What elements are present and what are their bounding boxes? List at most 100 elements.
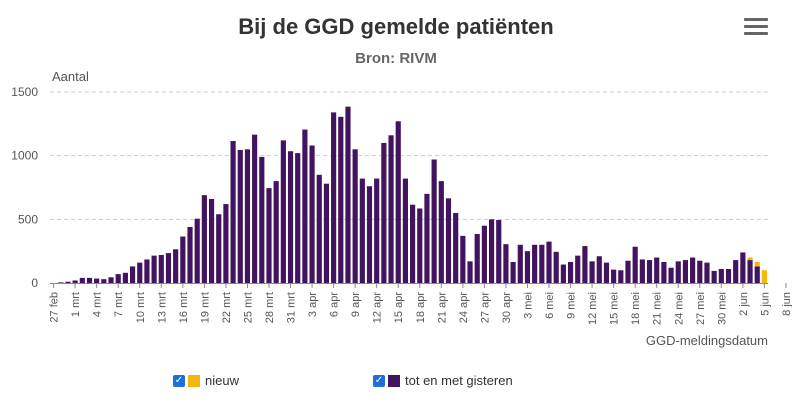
bar-tot-en-met-gisteren <box>86 277 93 283</box>
menu-line <box>744 18 768 21</box>
bar-tot-en-met-gisteren <box>754 266 760 283</box>
bar-tot-en-met-gisteren <box>496 219 502 283</box>
bar-tot-en-met-gisteren <box>79 277 85 283</box>
bar-tot-en-met-gisteren <box>510 261 516 283</box>
bar-tot-en-met-gisteren <box>582 246 588 283</box>
x-tick-label: 30 apr <box>501 292 513 324</box>
y-tick-label: 0 <box>31 276 38 290</box>
bar-nieuw <box>754 261 760 267</box>
x-tick-label: 18 apr <box>415 292 427 324</box>
hamburger-menu-icon[interactable] <box>744 18 768 38</box>
bar-tot-en-met-gisteren <box>395 121 401 283</box>
bar-tot-en-met-gisteren <box>359 178 365 283</box>
x-tick-label: 12 mei <box>587 292 599 325</box>
x-tick-label: 9 mei <box>566 292 578 319</box>
bar-tot-en-met-gisteren <box>417 208 423 283</box>
bar-tot-en-met-gisteren <box>115 274 121 283</box>
bar-tot-en-met-gisteren <box>101 279 107 283</box>
bar-tot-en-met-gisteren <box>668 267 674 283</box>
x-tick-label: 27 feb <box>49 292 61 323</box>
bar-tot-en-met-gisteren <box>165 253 172 283</box>
bar-tot-en-met-gisteren <box>180 236 186 283</box>
bar-tot-en-met-gisteren <box>216 214 222 283</box>
bar-tot-en-met-gisteren <box>575 255 581 283</box>
bar-tot-en-met-gisteren <box>122 272 128 283</box>
y-tick-label: 1500 <box>11 85 38 99</box>
bar-tot-en-met-gisteren <box>589 261 595 283</box>
x-tick-label: 27 mei <box>695 292 707 325</box>
x-tick-label: 5 jun <box>759 292 771 316</box>
bar-tot-en-met-gisteren <box>704 262 710 283</box>
bar-tot-en-met-gisteren <box>316 174 322 283</box>
bar-tot-en-met-gisteren <box>460 235 466 283</box>
bar-tot-en-met-gisteren <box>539 244 545 283</box>
bar-tot-en-met-gisteren <box>273 181 279 283</box>
bar-tot-en-met-gisteren <box>402 178 408 283</box>
bar-tot-en-met-gisteren <box>646 260 653 283</box>
bar-tot-en-met-gisteren <box>661 261 667 283</box>
x-tick-label: 1 mrt <box>70 292 82 317</box>
legend-item-nieuw[interactable]: ✓ nieuw <box>173 373 239 388</box>
bar-tot-en-met-gisteren <box>675 261 681 283</box>
bar-tot-en-met-gisteren <box>72 280 78 283</box>
bar-tot-en-met-gisteren <box>287 151 294 283</box>
bar-tot-en-met-gisteren <box>488 219 495 283</box>
bar-tot-en-met-gisteren <box>682 260 689 283</box>
bar-tot-en-met-gisteren <box>445 198 452 283</box>
bar-tot-en-met-gisteren <box>567 261 574 283</box>
x-tick-label: 3 mei <box>522 292 534 319</box>
x-tick-label: 19 mrt <box>199 292 211 323</box>
bar-tot-en-met-gisteren <box>223 204 229 283</box>
checkbox-checked-icon[interactable]: ✓ <box>373 374 385 387</box>
x-tick-label: 8 jun <box>781 292 792 316</box>
legend-swatch <box>188 374 200 387</box>
menu-line <box>744 32 768 35</box>
bar-tot-en-met-gisteren <box>740 252 746 283</box>
x-tick-label: 4 mrt <box>92 292 104 317</box>
x-tick-label: 27 apr <box>479 292 491 324</box>
bar-tot-en-met-gisteren <box>208 198 215 283</box>
bar-tot-en-met-gisteren <box>431 159 437 283</box>
x-tick-label: 13 mrt <box>156 292 168 323</box>
bar-tot-en-met-gisteren <box>625 260 631 283</box>
bar-nieuw <box>761 270 767 283</box>
legend-label: nieuw <box>205 373 239 388</box>
legend-item-tot-en-met-gisteren[interactable]: ✓ tot en met gisteren <box>373 373 513 388</box>
bar-tot-en-met-gisteren <box>388 135 394 283</box>
bar-tot-en-met-gisteren <box>352 149 358 283</box>
x-tick-label: 12 apr <box>372 292 384 324</box>
legend-swatch <box>388 374 400 387</box>
bar-tot-en-met-gisteren <box>725 268 732 283</box>
x-tick-label: 2 jun <box>738 292 750 316</box>
y-axis-label: Aantal <box>52 69 89 84</box>
bar-tot-en-met-gisteren <box>618 270 624 283</box>
bar-tot-en-met-gisteren <box>690 257 696 283</box>
bar-tot-en-met-gisteren <box>65 281 71 283</box>
bar-tot-en-met-gisteren <box>151 255 157 283</box>
bar-tot-en-met-gisteren <box>366 186 373 283</box>
x-tick-label: 21 apr <box>436 292 448 324</box>
chart-title: Bij de GGD gemelde patiënten <box>238 14 554 39</box>
bar-tot-en-met-gisteren <box>129 266 136 283</box>
bar-tot-en-met-gisteren <box>503 244 509 283</box>
bar-tot-en-met-gisteren <box>596 256 602 283</box>
x-tick-label: 28 mrt <box>264 292 276 323</box>
bar-tot-en-met-gisteren <box>137 262 143 283</box>
bar-tot-en-met-gisteren <box>546 241 552 283</box>
bar-tot-en-met-gisteren <box>733 260 739 283</box>
x-tick-label: 24 apr <box>458 292 470 324</box>
bar-tot-en-met-gisteren <box>201 195 207 283</box>
x-tick-label: 15 apr <box>393 292 405 324</box>
bar-tot-en-met-gisteren <box>654 257 660 283</box>
checkbox-checked-icon[interactable]: ✓ <box>173 374 185 387</box>
bar-tot-en-met-gisteren <box>259 156 265 283</box>
legend-label: tot en met gisteren <box>405 373 513 388</box>
x-tick-label: 3 apr <box>307 292 319 317</box>
bar-tot-en-met-gisteren <box>718 268 724 283</box>
x-tick-label: 9 apr <box>350 292 362 317</box>
bar-tot-en-met-gisteren <box>280 140 286 283</box>
bar-tot-en-met-gisteren <box>144 259 150 283</box>
x-tick-label: 24 mei <box>673 292 685 325</box>
bar-tot-en-met-gisteren <box>632 246 638 283</box>
x-tick-label: 6 apr <box>329 292 341 317</box>
